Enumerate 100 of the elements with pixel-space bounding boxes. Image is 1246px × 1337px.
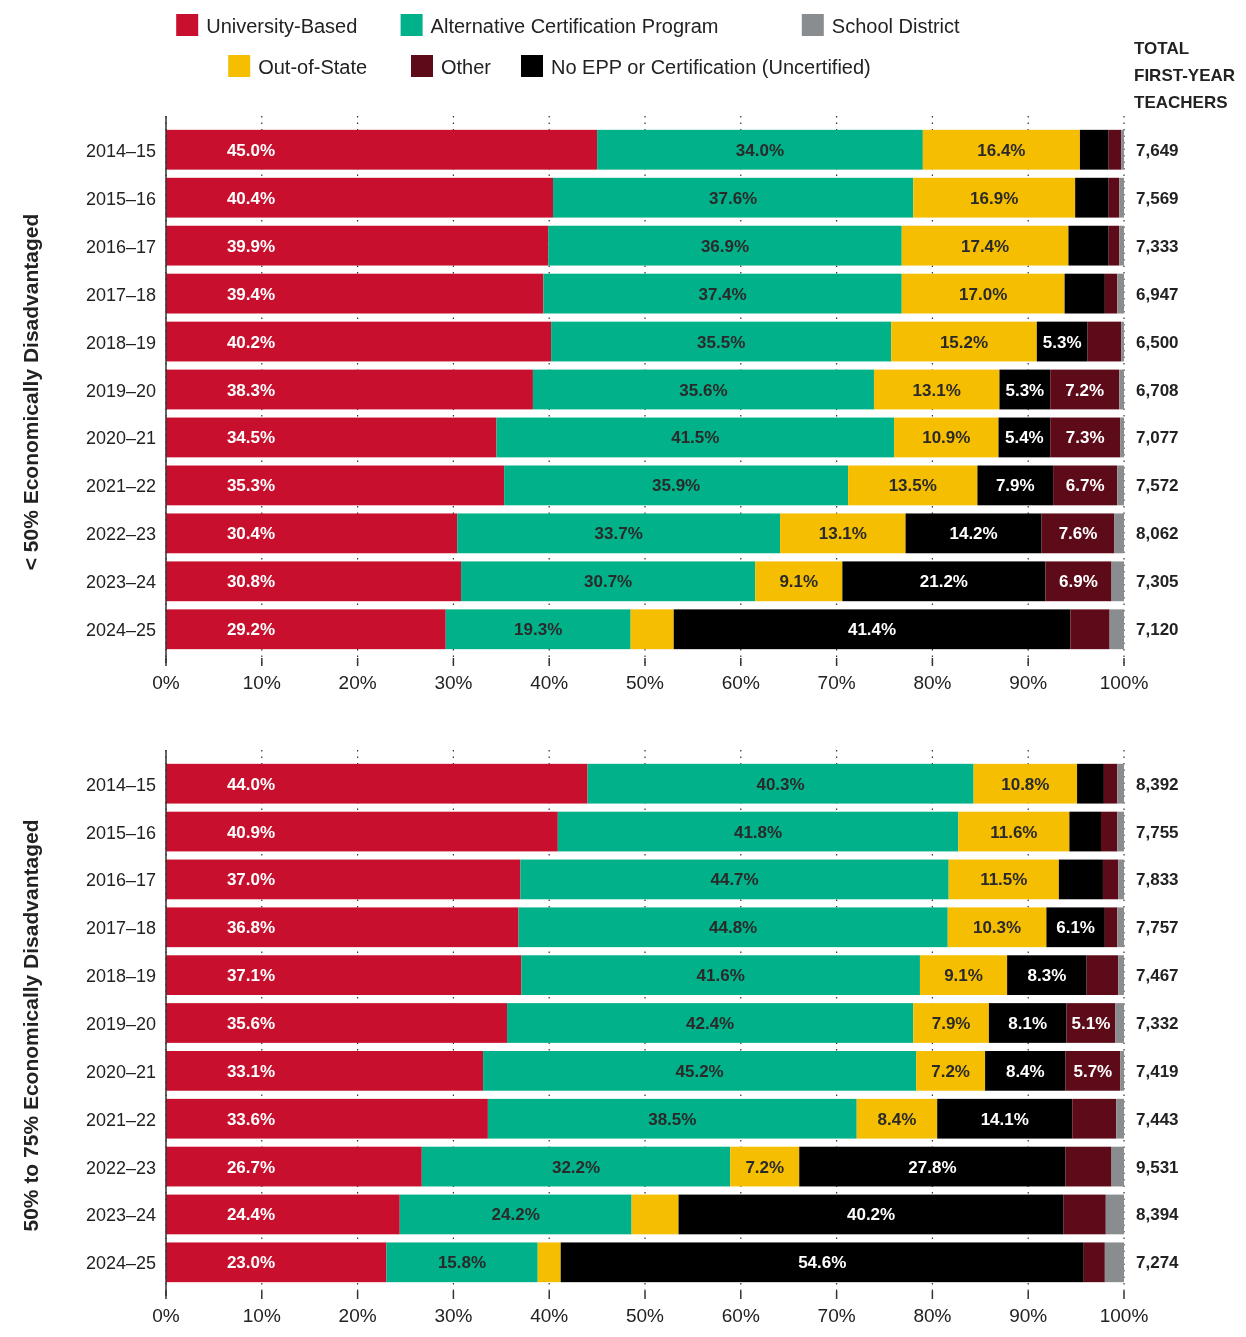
data-label: 24.2% <box>491 1205 540 1225</box>
y-tick-label: 2021–22 <box>85 476 156 497</box>
legend-label: Other <box>441 56 492 78</box>
bar <box>1119 225 1124 266</box>
data-label: 6.9% <box>1059 572 1098 592</box>
data-label: 37.0% <box>226 870 276 890</box>
data-label: 8.1% <box>1008 1014 1048 1033</box>
bar <box>1108 129 1122 170</box>
bar <box>560 1242 1084 1283</box>
bar <box>673 609 1071 650</box>
bar <box>496 417 895 458</box>
x-tick-label: 60% <box>721 672 760 693</box>
text: 7,569 <box>1136 188 1179 208</box>
x-tick-label: 100% <box>1099 672 1149 693</box>
data-label: 13.5% <box>888 476 937 496</box>
text: 7,333 <box>1136 236 1179 256</box>
text: 7,305 <box>1136 572 1179 592</box>
text: 7,274 <box>1136 1253 1180 1273</box>
data-label: 35.3% <box>226 476 276 496</box>
y-tick-label: 2020–21 <box>85 1061 156 1082</box>
bar <box>1117 763 1124 804</box>
data-label: 29.2% <box>226 620 276 640</box>
data-label: 30.8% <box>226 572 276 592</box>
bar <box>1083 1242 1105 1283</box>
bar <box>1118 859 1124 900</box>
data-label: 45.0% <box>226 140 276 160</box>
data-label: 27.8% <box>908 1157 957 1177</box>
legend-label: University-Based <box>206 15 358 37</box>
data-label: 23.0% <box>226 1253 276 1273</box>
data-label: 36.9% <box>700 236 750 256</box>
data-label: 10.8% <box>1001 774 1050 794</box>
data-label: 54.6% <box>798 1253 847 1273</box>
bar <box>166 1051 484 1091</box>
x-tick-label: 20% <box>338 1305 377 1326</box>
data-label: 33.7% <box>594 524 643 544</box>
bar <box>1116 1098 1124 1139</box>
text: 7,419 <box>1136 1061 1179 1081</box>
data-label: 11.6% <box>990 822 1038 842</box>
data-label: 35.9% <box>652 476 701 496</box>
data-label: 33.6% <box>226 1109 276 1129</box>
data-label: 10.3% <box>972 918 1022 938</box>
bar <box>532 369 874 410</box>
bar <box>166 369 533 410</box>
bar <box>1111 1146 1124 1187</box>
bar <box>947 907 1047 948</box>
data-label: 36.8% <box>226 918 276 938</box>
data-label: 37.1% <box>226 966 276 986</box>
data-label: 39.4% <box>226 284 276 304</box>
bar <box>985 1051 1066 1091</box>
bar <box>916 1051 986 1091</box>
bar <box>421 1146 731 1187</box>
bar <box>166 177 554 218</box>
text: 7,077 <box>1136 428 1179 448</box>
data-label: 41.4% <box>847 620 897 640</box>
data-label: 15.8% <box>437 1253 487 1273</box>
text: 7,757 <box>1136 918 1179 938</box>
data-label: 14.1% <box>980 1109 1029 1129</box>
bar <box>557 811 959 852</box>
data-label: 14.2% <box>949 524 998 544</box>
data-label: 35.6% <box>679 380 728 400</box>
bar <box>548 225 902 266</box>
data-label: 41.8% <box>733 822 783 842</box>
legend-label: Alternative Certification Program <box>430 15 719 37</box>
bar <box>504 465 849 506</box>
data-label: 38.5% <box>648 1109 697 1129</box>
bar <box>799 1146 1066 1187</box>
bar <box>1120 417 1124 458</box>
bar <box>166 859 521 900</box>
bar <box>487 1098 857 1139</box>
bar <box>1119 369 1124 410</box>
y-tick-label: 2018–19 <box>85 966 156 987</box>
bar <box>483 1051 917 1091</box>
bar <box>913 1003 989 1043</box>
bar <box>399 1194 632 1235</box>
y-tick-label: 2016–17 <box>85 870 156 891</box>
data-label: 44.8% <box>709 918 758 938</box>
bar <box>521 955 920 995</box>
bar <box>597 129 923 170</box>
x-tick-label: 30% <box>434 1305 473 1326</box>
data-label: 8.4% <box>877 1109 917 1129</box>
bar <box>166 321 552 362</box>
bar <box>166 1194 400 1235</box>
bar <box>1118 955 1124 995</box>
data-label: 5.7% <box>1073 1061 1113 1081</box>
x-tick-label: 10% <box>242 1305 281 1326</box>
y-tick-label: 2020–21 <box>85 428 156 449</box>
bar <box>1058 859 1103 900</box>
data-label: 33.1% <box>226 1061 276 1081</box>
y-axis-title: < 50% Economically Disadvantaged <box>19 213 42 571</box>
bar <box>1068 225 1109 266</box>
text: 7,755 <box>1136 822 1179 842</box>
bar <box>1087 321 1122 362</box>
bar <box>1119 177 1124 218</box>
bar <box>1064 273 1105 314</box>
bar <box>166 1242 387 1283</box>
bar <box>445 609 631 650</box>
data-label: 17.4% <box>960 236 1010 256</box>
text: 7,467 <box>1136 966 1179 986</box>
data-label: 30.4% <box>226 524 276 544</box>
bar <box>166 955 522 995</box>
